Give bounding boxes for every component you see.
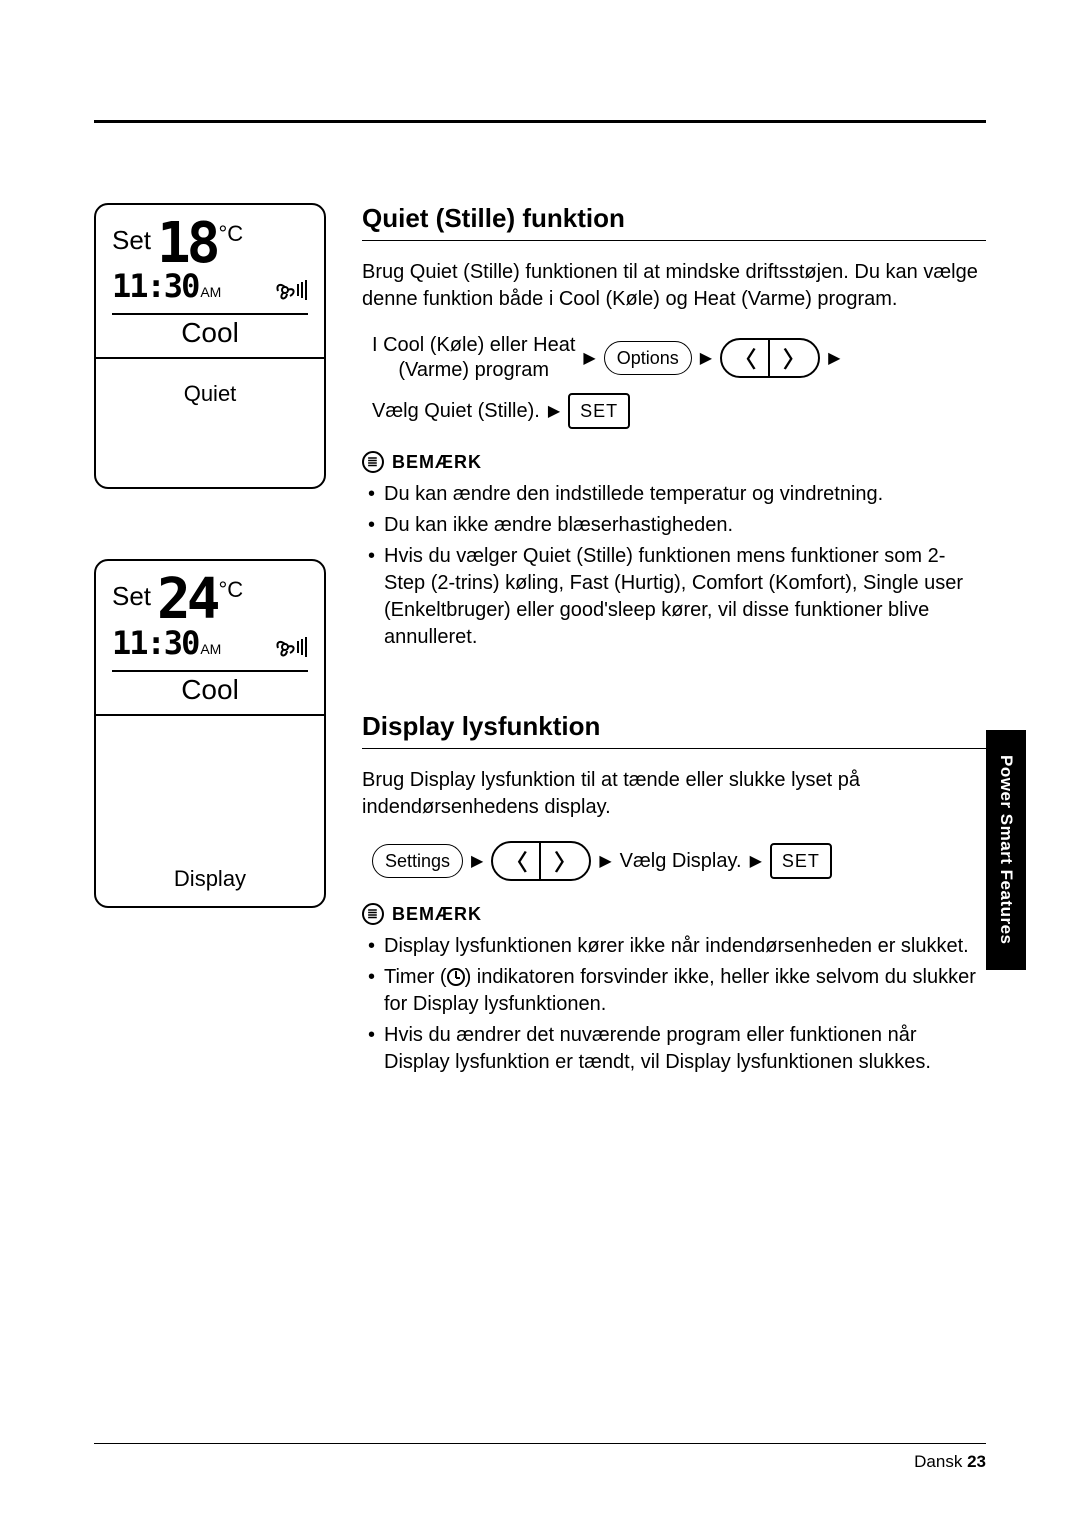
settings-button[interactable]: Settings — [372, 844, 463, 878]
step-text: Vælg Quiet (Stille). — [372, 400, 540, 423]
set-label: Set — [112, 575, 151, 612]
step-text: (Varme) program — [372, 358, 575, 383]
fan-icon — [268, 275, 308, 305]
side-tab: Power Smart Features — [986, 730, 1026, 970]
page-footer: Dansk 23 — [94, 1443, 986, 1472]
temperature-value: 24 — [157, 575, 216, 625]
section-heading-quiet: Quiet (Stille) funktion — [362, 203, 986, 241]
note-heading: ≣ BEMÆRK — [362, 451, 986, 473]
options-button[interactable]: Options — [604, 341, 692, 375]
clock-time: 11:30 — [112, 624, 198, 662]
note-heading-text: BEMÆRK — [392, 904, 482, 925]
note-icon: ≣ — [362, 451, 384, 473]
remote-lower-label: Display — [174, 866, 246, 892]
note-item: Du kan ikke ændre blæserhastigheden. — [366, 512, 986, 539]
arrow-icon: ▶ — [599, 851, 611, 871]
note-icon: ≣ — [362, 903, 384, 925]
note-heading-text: BEMÆRK — [392, 452, 482, 473]
right-arrow-icon[interactable]: 〉 — [541, 843, 589, 879]
arrow-icon: ▶ — [548, 401, 560, 421]
step-text: I Cool (Køle) eller Heat — [372, 334, 575, 356]
note-text: Timer ( — [384, 966, 447, 988]
clock-time: 11:30 — [112, 267, 198, 305]
note-text: ) indikatoren forsvinder ikke, heller ik… — [384, 966, 976, 1015]
timer-icon — [447, 968, 465, 986]
remote-lower-label: Quiet — [184, 381, 237, 407]
step-text: Vælg Display. — [620, 850, 742, 873]
quiet-body: Brug Quiet (Stille) funktionen til at mi… — [362, 259, 986, 313]
footer-page-number: 23 — [967, 1452, 986, 1471]
left-arrow-icon[interactable]: 〈 — [493, 843, 541, 879]
set-button[interactable]: SET — [770, 843, 832, 879]
set-label: Set — [112, 219, 151, 256]
note-item: Hvis du ændrer det nuværende program ell… — [366, 1022, 986, 1076]
set-button[interactable]: SET — [568, 393, 630, 429]
right-arrow-icon[interactable]: 〉 — [770, 340, 818, 376]
fan-icon — [268, 632, 308, 662]
left-arrow-icon[interactable]: 〈 — [722, 340, 770, 376]
top-rule — [94, 120, 986, 123]
mode-label: Cool — [112, 670, 308, 706]
arrow-icon: ▶ — [471, 851, 483, 871]
note-item: Timer () indikatoren forsvinder ikke, he… — [366, 964, 986, 1018]
display-step: Settings ▶ 〈 〉 ▶ Vælg Display. ▶ SET — [372, 841, 986, 881]
display-notes-list: Display lysfunktionen kører ikke når ind… — [362, 933, 986, 1076]
note-item: Display lysfunktionen kører ikke når ind… — [366, 933, 986, 960]
quiet-step-1: I Cool (Køle) eller Heat (Varme) program… — [372, 333, 986, 383]
display-body: Brug Display lysfunktion til at tænde el… — [362, 767, 986, 821]
arrow-icon: ▶ — [583, 348, 595, 368]
arrow-icon: ▶ — [828, 348, 840, 368]
degree-unit: °C — [218, 221, 243, 247]
note-item: Hvis du vælger Quiet (Stille) funktionen… — [366, 543, 986, 651]
note-item: Du kan ændre den indstillede temperatur … — [366, 481, 986, 508]
arrow-icon: ▶ — [700, 348, 712, 368]
remote-display-display: Set 24 °C 11:30AM — [94, 559, 326, 907]
left-right-button[interactable]: 〈 〉 — [491, 841, 591, 881]
degree-unit: °C — [218, 577, 243, 603]
left-right-button[interactable]: 〈 〉 — [720, 338, 820, 378]
note-heading: ≣ BEMÆRK — [362, 903, 986, 925]
footer-language: Dansk — [914, 1452, 962, 1471]
clock-ampm: AM — [200, 641, 221, 657]
temperature-value: 18 — [157, 219, 216, 269]
quiet-notes-list: Du kan ændre den indstillede temperatur … — [362, 481, 986, 651]
remote-display-quiet: Set 18 °C 11:30AM — [94, 203, 326, 489]
section-heading-display: Display lysfunktion — [362, 711, 986, 749]
mode-label: Cool — [112, 313, 308, 349]
clock-ampm: AM — [200, 284, 221, 300]
quiet-step-2: Vælg Quiet (Stille). ▶ SET — [372, 393, 986, 429]
arrow-icon: ▶ — [750, 851, 762, 871]
